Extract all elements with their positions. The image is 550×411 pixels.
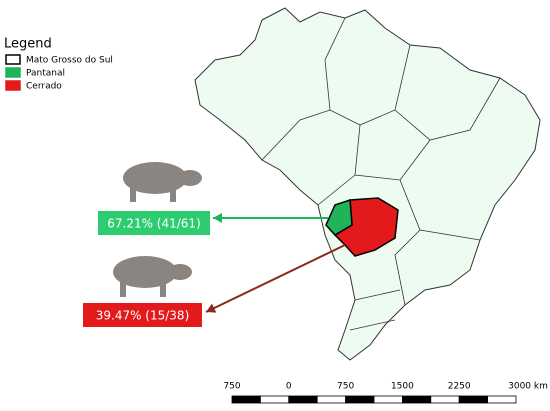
scale-segment bbox=[288, 395, 318, 404]
scale-label: 0 bbox=[286, 382, 292, 392]
scale-segment bbox=[487, 395, 517, 404]
state-borders bbox=[261, 17, 501, 331]
scale-segment bbox=[316, 395, 347, 404]
scale-label: 2250 bbox=[448, 382, 471, 392]
scale-segment bbox=[259, 395, 290, 404]
legend-label: Pantanal bbox=[26, 69, 65, 79]
arrow-head bbox=[206, 303, 217, 313]
legend-swatch bbox=[5, 67, 21, 78]
annotation-box bbox=[81, 301, 204, 329]
tapir-icon bbox=[113, 256, 192, 297]
annotation-label: 67.21% (41/61) bbox=[107, 217, 201, 231]
legend-swatch bbox=[5, 54, 21, 65]
scale-label: 3000 km bbox=[508, 382, 548, 392]
scale-segment bbox=[231, 395, 261, 404]
arrow-head bbox=[213, 213, 222, 223]
scale-segment bbox=[458, 395, 489, 404]
legend-label: Mato Grosso do Sul bbox=[26, 56, 113, 66]
scale-segment bbox=[401, 395, 432, 404]
annotation-box bbox=[96, 209, 212, 237]
scale-segment bbox=[345, 395, 375, 404]
legend-swatch bbox=[5, 80, 21, 91]
legend-label: Cerrado bbox=[26, 82, 62, 92]
scale-label: 750 bbox=[337, 382, 354, 392]
legend-title: Legend bbox=[4, 37, 52, 52]
scale-label: 1500 bbox=[391, 382, 414, 392]
annotation-label: 39.47% (15/38) bbox=[96, 309, 190, 323]
tapir-icon bbox=[123, 162, 202, 202]
pantanal-region bbox=[325, 198, 353, 236]
country-outline bbox=[194, 7, 541, 361]
scale-label: 750 bbox=[223, 382, 240, 392]
legend: Legend Mato Grosso do Sul Pantanal Cerrado bbox=[4, 37, 113, 92]
arrow bbox=[205, 244, 346, 313]
scale-segment bbox=[373, 395, 403, 404]
scale-segment bbox=[430, 395, 460, 404]
